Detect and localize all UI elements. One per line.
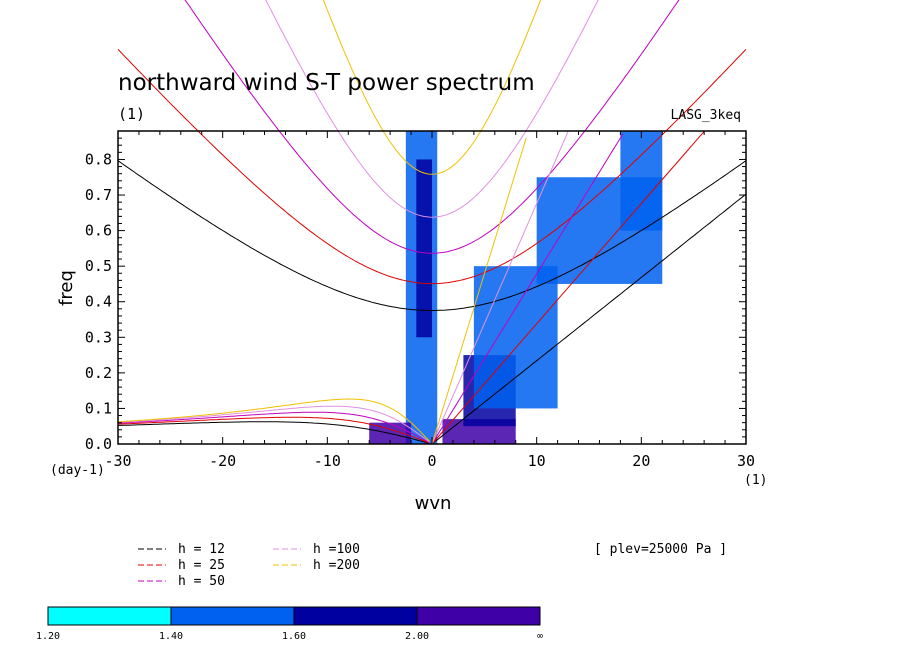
kelvin-curve-h25	[431, 131, 705, 445]
y-tick-label: 0.1	[85, 399, 112, 417]
gravity-curve-h100	[265, 0, 599, 218]
rossby-curve-h50	[117, 411, 430, 444]
x-tick-label: -20	[209, 452, 236, 470]
y-tick-label: 0.4	[85, 293, 112, 311]
rossby-curve-h200	[117, 398, 430, 442]
colorbar-swatch	[416, 606, 541, 626]
y-axis-title: freq	[56, 270, 77, 306]
rossby-curve-h12	[117, 421, 430, 444]
gravity-curve-h25	[117, 48, 747, 285]
units-label: (1)	[118, 105, 145, 123]
legend-label: h = 25	[178, 558, 225, 573]
kelvin-curve-h12	[431, 193, 747, 445]
colorbar-label: 2.00	[405, 631, 429, 642]
colorbar: 1.20 1.40 1.60 2.00 ∞	[36, 606, 543, 642]
dispersion-curves	[117, 0, 747, 445]
y-unit-label: (day-1)	[50, 463, 105, 478]
x-tick-label: -30	[104, 452, 131, 470]
y-tick-label: 0.7	[85, 186, 112, 204]
colorbar-swatch	[170, 606, 295, 626]
x-axis: -30 -20 -10 0 10 20 30	[104, 131, 755, 470]
y-tick-label: 0.6	[85, 222, 112, 240]
x-tick-label: -10	[314, 452, 341, 470]
legend-label: h =200	[313, 558, 360, 573]
power-region-7	[620, 131, 663, 231]
gravity-curve-h12	[117, 160, 747, 311]
x-tick-label: 0	[427, 452, 436, 470]
chart-title: northward wind S-T power spectrum	[118, 70, 535, 96]
legend-label: h = 50	[178, 574, 225, 589]
y-tick-label: 0.0	[85, 435, 112, 453]
rossby-curve-h100	[117, 405, 430, 443]
x-tick-label: 30	[737, 452, 755, 470]
x-unit-label: (1)	[744, 473, 767, 488]
level-note: [ plev=25000 Pa ]	[594, 542, 727, 557]
kelvin-curve-h200	[431, 137, 527, 445]
power-region-5	[473, 266, 558, 409]
gravity-curve-h50	[184, 0, 680, 254]
x-tick-label: 10	[528, 452, 546, 470]
gravity-curve-h200	[322, 0, 542, 175]
colorbar-label: 1.40	[159, 631, 183, 642]
colorbar-swatch	[293, 606, 418, 626]
power-region-1	[416, 159, 432, 338]
kelvin-curve-h100	[431, 131, 569, 445]
kelvin-curve-h50	[431, 133, 624, 445]
colorbar-label: 1.20	[36, 631, 60, 642]
colorbar-label: ∞	[537, 631, 543, 642]
legend-label: h = 12	[178, 542, 225, 557]
rossby-curve-h25	[117, 416, 430, 444]
y-tick-label: 0.8	[85, 150, 112, 168]
x-tick-label: 20	[632, 452, 650, 470]
legend-label: h =100	[313, 542, 360, 557]
y-tick-label: 0.3	[85, 328, 112, 346]
colorbar-label: 1.60	[282, 631, 306, 642]
y-tick-label: 0.5	[85, 257, 112, 275]
x-axis-title: wvn	[415, 493, 452, 514]
model-label: LASG_3keq	[671, 108, 741, 123]
y-tick-label: 0.2	[85, 364, 112, 382]
colorbar-swatch	[47, 606, 172, 626]
y-axis: 0.0 0.1 0.2 0.3 0.4 0.5 0.6 0.7 0.8	[85, 130, 746, 453]
power-regions	[369, 131, 663, 444]
